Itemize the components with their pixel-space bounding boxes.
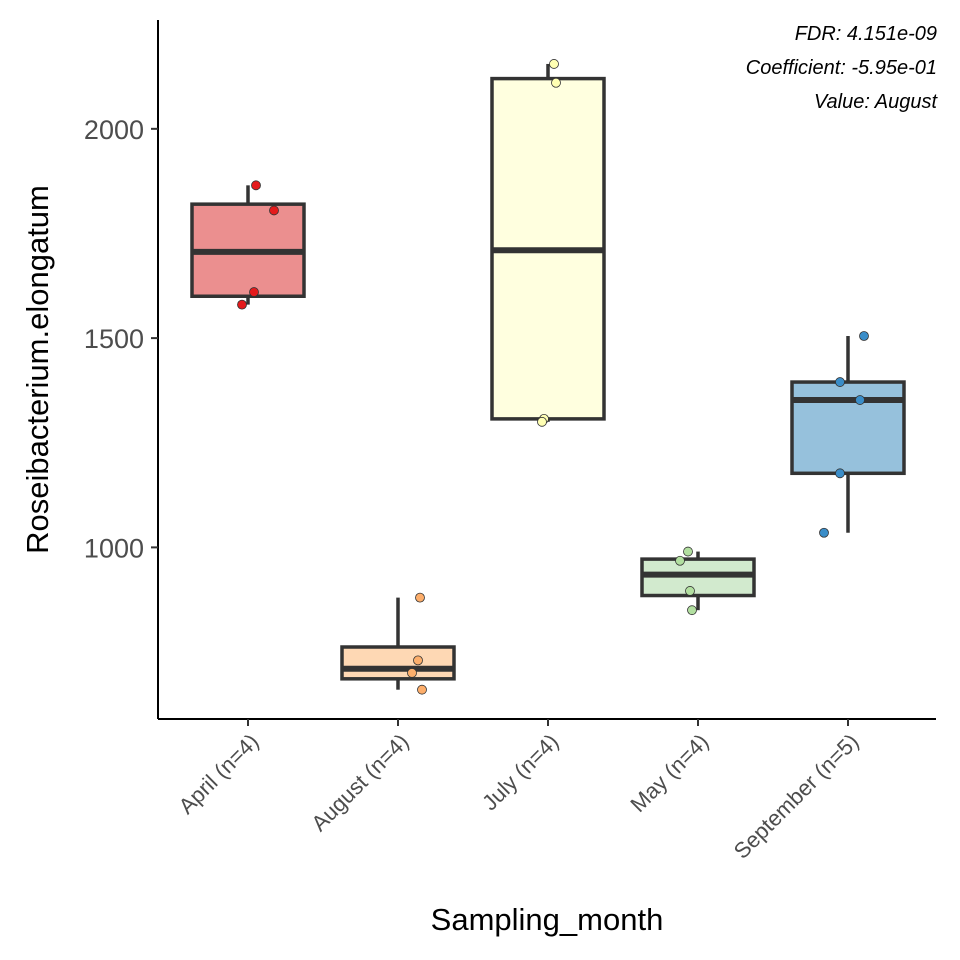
data-point	[687, 605, 697, 616]
x-tick-label: August (n=4)	[306, 729, 413, 836]
data-point	[819, 527, 829, 538]
y-tick-label: 1000	[84, 533, 144, 563]
axes-layer: 1000 1500 2000 April (n=4) August (n=4) July …	[20, 20, 936, 937]
data-point	[685, 586, 695, 596]
data-point	[249, 287, 259, 297]
y-tick-label: 1500	[84, 324, 144, 354]
data-point	[417, 684, 427, 695]
x-axis-title: Sampling_month	[431, 902, 664, 937]
data-point	[551, 77, 561, 88]
x-tick-label: April (n=4)	[174, 729, 264, 819]
y-axis-title: Roseibacterium.elongatum	[20, 185, 55, 554]
data-point	[683, 546, 693, 557]
data-point	[549, 59, 559, 69]
data-point	[859, 331, 869, 341]
annotation-line: FDR: 4.151e-09	[795, 23, 937, 45]
points-layer	[237, 59, 869, 695]
boxes-layer	[190, 63, 906, 690]
box-2	[340, 645, 456, 681]
box-5	[790, 380, 906, 476]
y-tick-label: 2000	[84, 115, 144, 145]
data-point	[413, 655, 423, 666]
x-tick-label: September (n=5)	[729, 729, 864, 864]
data-point	[675, 555, 685, 566]
annotation-line: Value: August	[814, 91, 938, 113]
annotation-line: Coefficient: -5.95e-01	[746, 57, 937, 79]
data-point	[415, 592, 425, 603]
annotations-layer: FDR: 4.151e-09 Coefficient: -5.95e-01 Valu…	[746, 23, 939, 113]
data-point	[537, 416, 547, 427]
data-point	[835, 468, 845, 479]
data-point	[835, 377, 845, 387]
x-tick-label: July (n=4)	[477, 729, 563, 815]
data-point	[237, 299, 247, 310]
x-tick-label: May (n=4)	[625, 729, 713, 817]
data-point	[407, 668, 417, 678]
data-point	[269, 205, 279, 216]
data-point	[251, 180, 261, 191]
data-point	[855, 395, 865, 405]
